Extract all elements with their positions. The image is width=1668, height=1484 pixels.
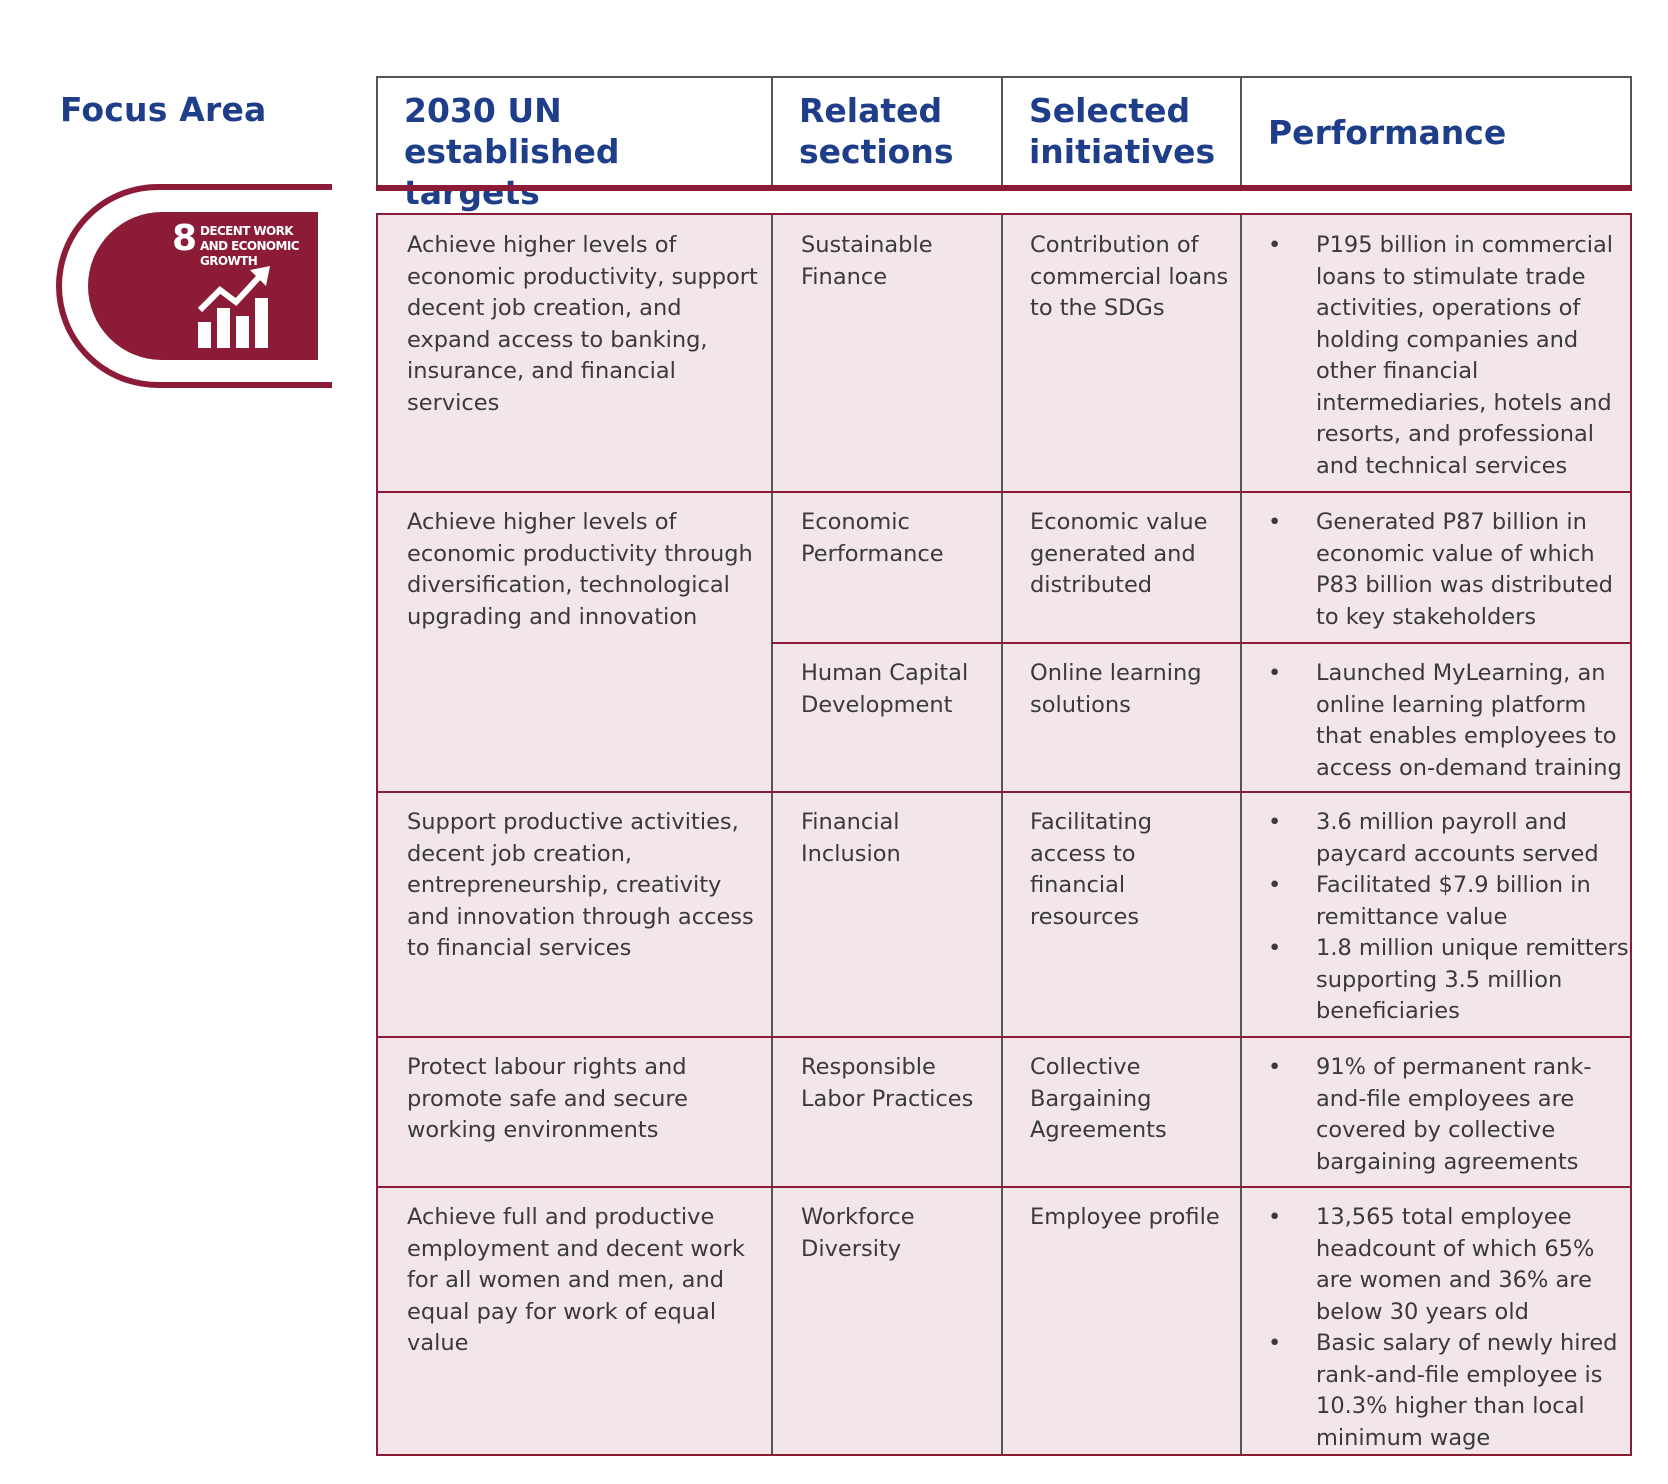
section-cell: Responsible Labor Practices (801, 1054, 974, 1112)
header-targets: 2030 UN established targets (378, 78, 773, 212)
sdg-label: DECENT WORK AND ECONOMIC GROWTH (200, 224, 300, 268)
section-cell: Workforce Diversity (801, 1204, 915, 1262)
row-divider (378, 1036, 1630, 1038)
target-cell: Achieve higher levels of economic produc… (407, 232, 758, 416)
performance-item: 1.8 million unique remitters supporting … (1268, 933, 1633, 1028)
focus-area-title: Focus Area (60, 90, 267, 129)
performance-item: Generated P87 billion in economic value … (1268, 507, 1633, 633)
performance-item: P195 billion in commercial loans to stim… (1268, 230, 1633, 482)
performance-cell: Generated P87 billion in economic value … (1268, 507, 1633, 633)
header-performance: Performance (1268, 112, 1507, 152)
row-divider (378, 491, 1630, 493)
initiative-cell: Facilitating access to financial resourc… (1030, 809, 1153, 930)
sdg-number: 8 (172, 218, 198, 259)
section-cell: Economic Performance (801, 509, 944, 567)
initiative-cell: Economic value generated and distributed (1030, 509, 1208, 598)
performance-item: Launched MyLearning, an online learning … (1268, 658, 1633, 784)
column-divider (1001, 215, 1003, 1454)
performance-item: 3.6 million payroll and paycard accounts… (1268, 807, 1633, 870)
header-rule (376, 185, 1632, 191)
header-sections: Related sections (773, 78, 1003, 186)
performance-item: Basic salary of newly hired rank-and-fil… (1268, 1328, 1633, 1454)
target-cell: Protect labour rights and promote safe a… (407, 1054, 689, 1143)
column-divider (1240, 215, 1242, 1454)
badge-arc-outline (56, 184, 332, 388)
header-initiatives: Selected initiatives (1003, 78, 1242, 186)
sdg-table: Achieve higher levels of economic produc… (376, 213, 1632, 1456)
section-cell: Financial Inclusion (801, 809, 901, 867)
section-cell: Sustainable Finance (801, 232, 933, 290)
column-divider (771, 215, 773, 1454)
performance-cell: Launched MyLearning, an online learning … (1268, 658, 1633, 784)
target-cell: Support productive activities, decent jo… (407, 809, 754, 961)
performance-item: Facilitated $7.9 billion in remittance v… (1268, 870, 1633, 933)
section-cell: Human Capital Development (801, 660, 969, 718)
performance-cell: P195 billion in commercial loans to stim… (1268, 230, 1633, 482)
performance-cell: 13,565 total employee headcount of which… (1268, 1202, 1633, 1454)
rising-bar-chart-icon (197, 266, 270, 348)
row-divider (771, 642, 1630, 644)
initiative-cell: Employee profile (1030, 1204, 1220, 1230)
table-header: 2030 UN established targets Related sect… (376, 76, 1632, 212)
initiative-cell: Collective Bargaining Agreements (1030, 1054, 1167, 1143)
performance-cell: 3.6 million payroll and paycard accounts… (1268, 807, 1633, 1028)
target-cell: Achieve higher levels of economic produc… (407, 509, 753, 630)
performance-item: 13,565 total employee headcount of which… (1268, 1202, 1633, 1328)
row-divider (378, 791, 1630, 793)
sdg-8-badge: 8 DECENT WORK AND ECONOMIC GROWTH (88, 212, 318, 360)
initiative-cell: Contribution of commercial loans to the … (1030, 232, 1229, 321)
performance-item: 91% of permanent rank-and-file employees… (1268, 1052, 1633, 1178)
performance-cell: 91% of permanent rank-and-file employees… (1268, 1052, 1633, 1178)
initiative-cell: Online learning solutions (1030, 660, 1202, 718)
target-cell: Achieve full and productive employment a… (407, 1204, 745, 1356)
row-divider (378, 1186, 1630, 1188)
